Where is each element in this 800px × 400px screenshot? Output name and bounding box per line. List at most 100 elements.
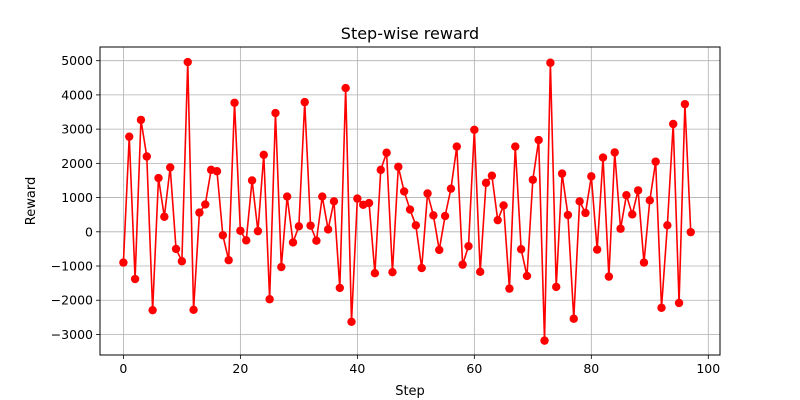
data-point <box>300 97 309 107</box>
data-point <box>534 135 543 145</box>
data-point <box>282 192 292 201</box>
data-point <box>639 258 649 267</box>
data-point <box>604 272 614 281</box>
data-point <box>417 263 426 273</box>
y-tick-label: 1000 <box>61 190 93 205</box>
data-point <box>189 305 198 315</box>
data-point <box>440 211 450 221</box>
data-point <box>130 274 140 284</box>
data-point <box>622 190 631 200</box>
grid-lines <box>100 47 720 355</box>
data-point <box>160 212 169 221</box>
plot-frame <box>99 46 721 356</box>
data-point <box>177 257 187 266</box>
chart-title: Step-wise reward <box>341 24 479 43</box>
data-point <box>686 227 695 237</box>
data-point <box>470 125 479 135</box>
data-point <box>569 314 578 323</box>
data-point <box>511 142 520 151</box>
data-point <box>663 221 672 230</box>
y-tick-label: 3000 <box>61 122 93 137</box>
data-point <box>587 172 596 181</box>
data-point <box>452 142 461 151</box>
data-point <box>288 238 298 247</box>
data-point <box>376 165 385 175</box>
data-point <box>616 224 625 233</box>
data-point <box>546 58 555 67</box>
data-point <box>633 186 643 195</box>
y-tick-label: 2000 <box>61 156 93 171</box>
data-point <box>195 208 204 217</box>
data-point <box>247 176 257 185</box>
y-tick-label: 5000 <box>61 53 93 68</box>
x-axis-label: Step <box>395 384 425 399</box>
data-point <box>493 215 502 225</box>
data-point <box>610 148 619 157</box>
data-point <box>651 157 660 166</box>
data-point <box>487 171 497 180</box>
data-point <box>341 83 350 93</box>
x-tick-label: 20 <box>232 361 248 376</box>
y-axis-label: Reward <box>24 177 39 225</box>
data-point <box>212 167 222 176</box>
data-point <box>563 210 573 220</box>
data-point <box>154 173 163 183</box>
data-point <box>505 284 514 293</box>
data-point <box>259 150 268 159</box>
data-point <box>399 187 409 196</box>
data-point <box>394 162 403 171</box>
data-point <box>674 298 684 308</box>
x-tick-label: 40 <box>349 361 365 376</box>
data-point <box>353 194 362 203</box>
y-tick-label: −2000 <box>51 293 93 308</box>
data-point <box>329 197 339 206</box>
data-point <box>499 201 508 210</box>
data-point <box>277 262 286 272</box>
data-point <box>464 241 473 251</box>
data-point <box>323 225 333 234</box>
data-point <box>318 192 327 201</box>
data-point <box>552 282 561 292</box>
data-point <box>183 57 192 67</box>
data-point <box>230 98 239 107</box>
data-point <box>201 200 210 209</box>
series-line <box>122 61 692 342</box>
y-tick-label: 4000 <box>61 87 93 102</box>
y-tick-label: 0 <box>85 224 93 239</box>
data-point <box>242 236 251 245</box>
data-point <box>335 283 345 293</box>
data-point <box>265 295 274 304</box>
data-point <box>370 269 380 278</box>
series-markers <box>119 57 695 345</box>
data-point <box>306 221 315 230</box>
data-point <box>271 108 280 118</box>
data-point <box>540 336 549 345</box>
data-point <box>475 267 485 277</box>
data-point <box>423 189 432 198</box>
x-tick-label: 60 <box>466 361 482 376</box>
data-point <box>481 178 491 188</box>
reward-line <box>122 61 692 342</box>
data-point <box>411 221 421 230</box>
data-point <box>125 132 134 141</box>
data-point <box>669 119 678 129</box>
data-point <box>429 211 438 220</box>
data-point <box>294 222 304 231</box>
data-point <box>628 210 637 219</box>
data-point <box>522 271 532 281</box>
data-point <box>119 258 128 267</box>
data-point <box>165 163 175 172</box>
data-point <box>592 245 602 254</box>
data-point <box>347 317 356 327</box>
data-point <box>657 303 666 312</box>
data-point <box>528 175 538 184</box>
x-tick-label: 0 <box>119 361 127 376</box>
data-point <box>405 205 415 214</box>
data-point <box>557 169 567 178</box>
data-point <box>388 267 397 277</box>
x-tick-label: 80 <box>583 361 599 376</box>
data-point <box>136 115 146 125</box>
data-point <box>312 236 321 245</box>
data-point <box>581 208 590 218</box>
axis-ticks: 0 20 40 60 80 100 −3000 −2000 −1000 0 1000 2000 3000… <box>51 53 721 376</box>
